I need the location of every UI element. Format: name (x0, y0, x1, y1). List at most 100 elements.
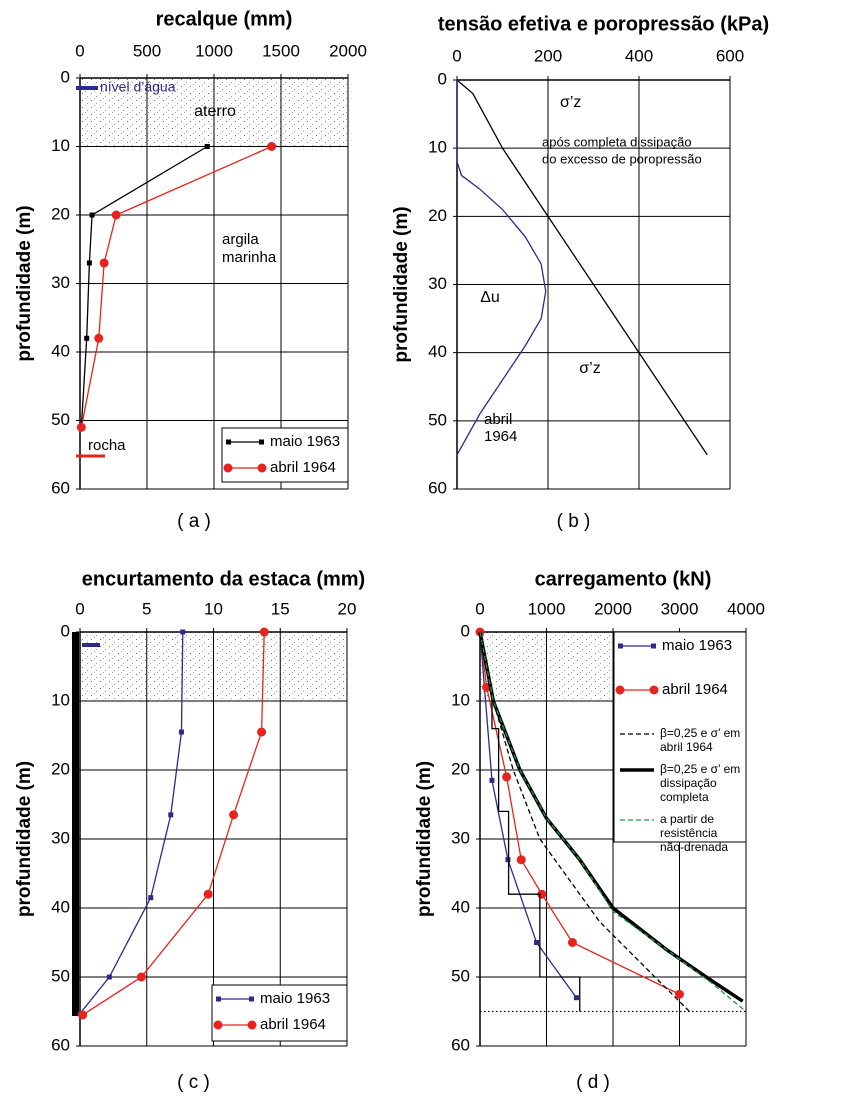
legend-marker (615, 685, 625, 695)
data-point (168, 812, 174, 818)
data-point (573, 995, 579, 1001)
y-tick-label: 0 (438, 69, 447, 88)
legend-marker (649, 685, 659, 695)
y-tick-label: 30 (51, 273, 70, 292)
data-point (78, 1010, 88, 1020)
chart-title: encurtamento da estaca (mm) (82, 568, 365, 590)
data-point (148, 895, 154, 901)
legend-marker (216, 996, 221, 1002)
legend-label: dissipação (660, 776, 717, 790)
y-tick-label: 20 (51, 204, 70, 223)
y-tick-label: 30 (51, 828, 70, 847)
y-tick-label: 50 (51, 966, 70, 985)
annotation: σ’z (560, 94, 581, 111)
y-tick-label: 10 (428, 138, 447, 157)
y-tick-label: 50 (428, 410, 447, 429)
annotation: argila (222, 231, 259, 248)
legend-marker (257, 463, 267, 473)
data-point (178, 729, 184, 735)
data-point (204, 144, 210, 149)
legend-marker (618, 643, 623, 649)
legend-box (613, 631, 747, 843)
y-tick-label: 40 (428, 342, 447, 361)
legend-label: abril 1964 (260, 1016, 326, 1033)
y-tick-label: 50 (451, 966, 470, 985)
annotation: 1964 (484, 428, 517, 445)
legend-label: abril 1964 (660, 740, 713, 754)
legend-marker (247, 1020, 257, 1030)
y-tick-label: 20 (451, 759, 470, 778)
data-point (567, 938, 577, 947)
annotation: rocha (88, 437, 126, 454)
data-point (489, 777, 495, 783)
legend-box (221, 427, 349, 483)
y-tick-label: 20 (51, 759, 70, 778)
x-tick-label: 600 (716, 46, 744, 65)
data-point (203, 889, 213, 899)
series-line (80, 145, 272, 428)
x-tick-label: 20 (338, 599, 357, 618)
data-point (675, 989, 684, 999)
legend-marker (223, 463, 233, 473)
annotation: σ’z (579, 360, 600, 377)
data-point (516, 855, 526, 865)
x-tick-label: 5 (142, 599, 151, 618)
x-tick-label: 1000 (528, 599, 566, 618)
data-point (502, 772, 512, 782)
legend-box (211, 984, 348, 1042)
panel-label: ( b ) (557, 511, 591, 532)
annotation: nível d’água (100, 79, 176, 95)
x-tick-label: 0 (475, 599, 484, 618)
legend-label: completa (660, 790, 709, 804)
data-point (111, 210, 121, 220)
legend-label: maio 1963 (260, 990, 330, 1007)
x-tick-label: 500 (133, 41, 161, 60)
data-point (136, 972, 146, 982)
legend-marker (213, 1020, 223, 1030)
data-point (267, 142, 277, 151)
x-tick-label: 10 (204, 599, 223, 618)
series-line (79, 631, 184, 1014)
y-tick-label: 50 (51, 410, 70, 429)
y-tick-label: 60 (428, 478, 447, 497)
x-tick-label: 3000 (661, 599, 699, 618)
legend-label: β=0,25 e σ’ em (660, 762, 740, 776)
data-point (89, 212, 95, 218)
y-tick-label: 40 (451, 897, 470, 916)
legend-marker (249, 996, 254, 1002)
data-point (94, 333, 104, 343)
legend-marker (651, 643, 656, 649)
legend-label: maio 1963 (662, 637, 732, 654)
series-line (456, 80, 547, 456)
series-line (456, 79, 708, 456)
series-line (479, 631, 747, 1013)
x-tick-label: 0 (75, 41, 84, 60)
series-line (491, 701, 581, 1012)
x-tick-label: 1000 (195, 41, 233, 60)
annotation: do excesso de poropressão (542, 151, 702, 166)
data-point (180, 629, 186, 635)
x-tick-label: 1500 (262, 41, 300, 60)
chart-title: recalque (mm) (156, 8, 293, 30)
legend-marker (259, 439, 264, 445)
data-point (257, 727, 267, 737)
x-tick-label: 4000 (727, 599, 765, 618)
annotation: após completa dissipação (542, 134, 692, 149)
y-tick-label: 30 (428, 274, 447, 293)
x-tick-label: 400 (625, 46, 653, 65)
annotation: aterro (194, 103, 236, 120)
x-tick-label: 200 (534, 46, 562, 65)
data-point (534, 940, 540, 945)
data-point (259, 627, 269, 637)
data-point (84, 335, 90, 341)
x-tick-label: 2000 (594, 599, 632, 618)
legend-label: não-drenada (660, 840, 728, 854)
series-line (80, 145, 208, 428)
panel-label: ( c ) (177, 1072, 210, 1093)
y-axis-label: profundidade (m) (14, 761, 35, 917)
data-point (99, 258, 109, 268)
data-point (76, 422, 86, 432)
x-tick-label: 2000 (329, 41, 367, 60)
annotation: abril (484, 411, 512, 428)
